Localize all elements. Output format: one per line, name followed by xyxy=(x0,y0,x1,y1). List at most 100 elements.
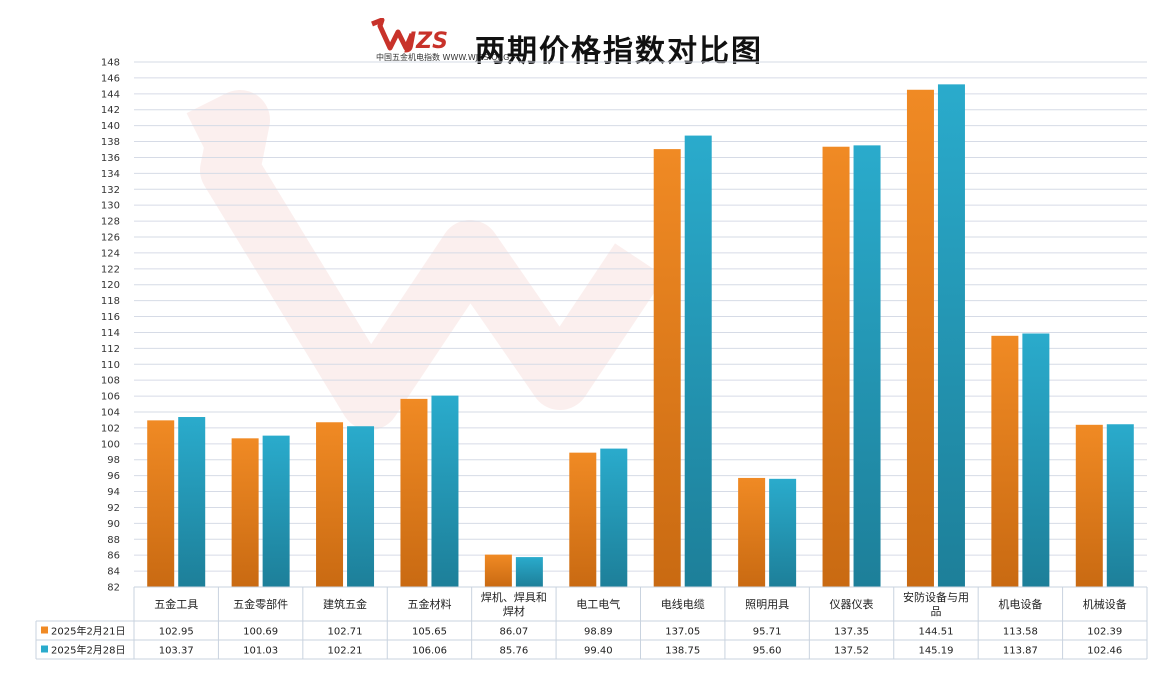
y-tick-label: 106 xyxy=(101,392,120,403)
bar-series2 xyxy=(515,557,543,587)
y-tick-label: 96 xyxy=(107,471,120,482)
data-label: 144.51 xyxy=(918,627,953,638)
x-category-label: 五金零部件 xyxy=(233,597,288,611)
data-label: 95.71 xyxy=(753,627,782,638)
x-category-label: 五金材料 xyxy=(407,597,451,611)
data-label: 103.37 xyxy=(159,646,194,657)
bar-series2 xyxy=(347,426,375,587)
x-category-label: 焊机、焊具和 xyxy=(481,590,547,604)
data-label: 113.87 xyxy=(1003,646,1038,657)
y-tick-label: 124 xyxy=(101,248,120,259)
bar-series1 xyxy=(738,477,766,587)
y-tick-label: 110 xyxy=(101,360,120,371)
data-label: 102.46 xyxy=(1087,646,1122,657)
bar-series2 xyxy=(431,395,459,587)
data-label: 86.07 xyxy=(500,627,529,638)
data-label: 137.35 xyxy=(834,627,869,638)
bar-series1 xyxy=(569,452,597,587)
x-category-label: 电线电缆 xyxy=(661,597,705,611)
bar-series2 xyxy=(1022,333,1050,587)
data-label: 100.69 xyxy=(243,627,278,638)
chart-title: 两期价格指数对比图 xyxy=(475,34,763,69)
y-tick-label: 88 xyxy=(107,535,120,546)
y-tick-label: 90 xyxy=(107,519,120,530)
bar-series2 xyxy=(853,145,881,587)
data-label: 138.75 xyxy=(665,646,700,657)
y-tick-label: 128 xyxy=(101,217,120,228)
y-tick-label: 102 xyxy=(101,423,120,434)
y-tick-label: 116 xyxy=(101,312,120,323)
data-label: 113.58 xyxy=(1003,627,1038,638)
y-tick-label: 126 xyxy=(101,233,120,244)
bar-series1 xyxy=(991,335,1019,587)
legend-swatch xyxy=(41,645,48,653)
svg-text:JZS: JZS xyxy=(404,29,448,54)
x-category-label: 品 xyxy=(930,605,941,618)
bar-series1 xyxy=(147,420,175,587)
x-category-label: 照明用具 xyxy=(745,598,789,611)
bar-series1 xyxy=(484,554,512,587)
legend-label: 2025年2月28日 xyxy=(51,644,126,657)
bar-series2 xyxy=(1106,424,1134,587)
data-label: 105.65 xyxy=(412,627,447,638)
y-tick-label: 142 xyxy=(101,105,120,116)
y-tick-label: 104 xyxy=(101,408,120,419)
x-category-label: 焊材 xyxy=(503,604,525,618)
y-tick-label: 114 xyxy=(101,328,120,339)
bar-series2 xyxy=(600,448,628,587)
bar-series1 xyxy=(316,422,344,587)
bar-series2 xyxy=(178,417,206,587)
y-tick-label: 136 xyxy=(101,153,120,164)
data-label: 137.52 xyxy=(834,646,869,657)
y-tick-label: 146 xyxy=(101,73,120,84)
legend-label: 2025年2月21日 xyxy=(51,625,126,638)
bar-series1 xyxy=(231,438,259,587)
wjzs-logo: JZS xyxy=(371,18,448,54)
data-label: 137.05 xyxy=(665,627,700,638)
x-category-label: 仪器仪表 xyxy=(830,597,874,611)
data-label: 145.19 xyxy=(918,646,953,657)
bar-series2 xyxy=(262,435,290,587)
y-tick-label: 148 xyxy=(101,58,120,69)
y-tick-label: 100 xyxy=(101,439,120,450)
y-tick-label: 118 xyxy=(101,296,120,307)
bar-series1 xyxy=(400,398,428,587)
bar-series2 xyxy=(684,135,712,588)
bar-series1 xyxy=(906,89,934,588)
data-label: 95.60 xyxy=(753,646,782,657)
watermark-logo xyxy=(186,90,665,430)
y-tick-label: 132 xyxy=(101,185,120,196)
x-category-label: 机电设备 xyxy=(998,597,1042,611)
data-label: 102.71 xyxy=(328,627,363,638)
x-category-label: 建筑五金 xyxy=(323,597,367,611)
logo-subtext: 中国五金机电指数 WWW.WJZS.ORG xyxy=(376,53,510,62)
bar-series2 xyxy=(937,84,965,588)
y-tick-label: 84 xyxy=(107,567,120,578)
y-tick-label: 112 xyxy=(101,344,120,355)
data-label: 98.89 xyxy=(584,627,613,638)
y-tick-label: 134 xyxy=(101,169,120,180)
y-tick-label: 92 xyxy=(107,503,120,514)
data-label: 102.21 xyxy=(328,646,363,657)
data-label: 102.95 xyxy=(159,627,194,638)
x-category-label: 安防设备与用 xyxy=(903,590,969,604)
bar-series1 xyxy=(822,146,850,587)
y-tick-label: 108 xyxy=(101,376,120,387)
x-category-label: 机械设备 xyxy=(1083,597,1127,611)
y-tick-label: 86 xyxy=(107,551,120,562)
y-tick-label: 140 xyxy=(101,121,120,132)
bar-series2 xyxy=(769,478,797,587)
bar-series1 xyxy=(653,149,681,587)
data-label: 106.06 xyxy=(412,646,447,657)
legend-swatch xyxy=(41,626,48,634)
y-tick-label: 130 xyxy=(101,201,120,212)
y-tick-label: 94 xyxy=(107,487,120,498)
y-tick-label: 82 xyxy=(107,583,120,594)
data-label: 102.39 xyxy=(1087,627,1122,638)
data-label: 101.03 xyxy=(243,646,278,657)
bar-series1 xyxy=(1075,424,1103,587)
y-tick-label: 138 xyxy=(101,137,120,148)
y-tick-label: 120 xyxy=(101,280,120,291)
x-category-label: 五金工具 xyxy=(154,597,198,611)
